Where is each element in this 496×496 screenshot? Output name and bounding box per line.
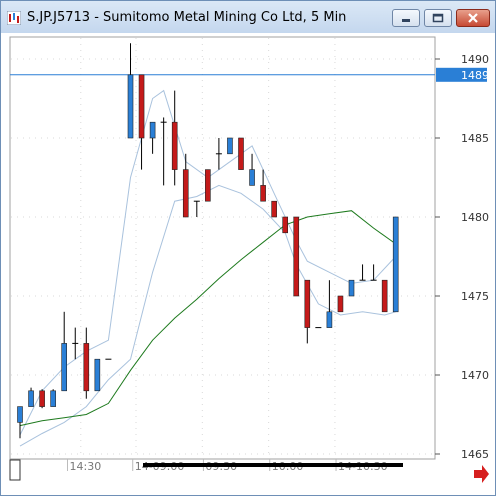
candle-body[interactable] xyxy=(171,121,178,170)
price-tick-label: 1475 xyxy=(461,290,489,303)
window-title: S.JP.J5713 - Sumitomo Metal Mining Co Lt… xyxy=(27,10,347,25)
candle-body[interactable] xyxy=(182,169,189,218)
candle-body[interactable] xyxy=(326,311,333,328)
plot-frame xyxy=(9,36,436,460)
candle-body[interactable] xyxy=(238,137,244,170)
candle-body[interactable] xyxy=(304,279,311,328)
candle-body[interactable] xyxy=(271,200,277,218)
candle-body[interactable] xyxy=(205,169,211,202)
close-icon xyxy=(468,13,478,23)
candle-body[interactable] xyxy=(17,406,23,423)
candle-body[interactable] xyxy=(61,343,68,392)
maximize-button[interactable] xyxy=(424,9,452,27)
candle-body[interactable] xyxy=(392,216,399,313)
minimize-icon xyxy=(402,19,410,22)
candle-body[interactable] xyxy=(249,169,255,186)
candle-body[interactable] xyxy=(260,185,266,202)
time-tick-label: 14:30 xyxy=(70,460,102,473)
price-chart[interactable]: 149014851480147514701465148914:3014-09:0… xyxy=(8,33,489,489)
last-price-label: 1489 xyxy=(461,69,489,82)
price-tick-label: 1470 xyxy=(461,369,489,382)
candle-body[interactable] xyxy=(28,390,34,407)
price-tick-label: 1480 xyxy=(461,211,489,224)
chart-area[interactable]: 149014851480147514701465148914:3014-09:0… xyxy=(8,33,489,489)
moving-average-line xyxy=(19,210,396,427)
candle-body[interactable] xyxy=(227,137,233,155)
price-tick-label: 1485 xyxy=(461,132,489,145)
candle-body[interactable] xyxy=(94,358,101,392)
maximize-icon xyxy=(432,13,444,23)
candle-body[interactable] xyxy=(138,74,145,139)
chart-app-icon xyxy=(7,11,21,25)
candle-body[interactable] xyxy=(50,390,56,407)
price-tick-label: 1465 xyxy=(461,448,489,461)
scroll-right-arrow-icon[interactable] xyxy=(474,465,489,483)
candle-body[interactable] xyxy=(381,279,388,313)
candle-body[interactable] xyxy=(348,279,355,297)
candle-body[interactable] xyxy=(39,390,45,407)
scrollbar-left-handle[interactable] xyxy=(9,459,21,481)
candle-body[interactable] xyxy=(293,216,300,297)
candle-body[interactable] xyxy=(282,216,289,234)
bollinger-lower-line xyxy=(19,184,396,447)
candle-body[interactable] xyxy=(337,295,344,313)
price-tick-label: 1490 xyxy=(461,53,489,66)
candle-body[interactable] xyxy=(83,343,90,392)
close-button[interactable] xyxy=(456,9,490,27)
minimize-button[interactable] xyxy=(392,9,420,27)
title-bar[interactable]: S.JP.J5713 - Sumitomo Metal Mining Co Lt… xyxy=(1,1,495,33)
candle-body[interactable] xyxy=(127,74,134,139)
last-price-badge xyxy=(436,67,487,82)
candle-body[interactable] xyxy=(149,121,156,139)
scrollbar-thumb[interactable] xyxy=(143,463,403,467)
